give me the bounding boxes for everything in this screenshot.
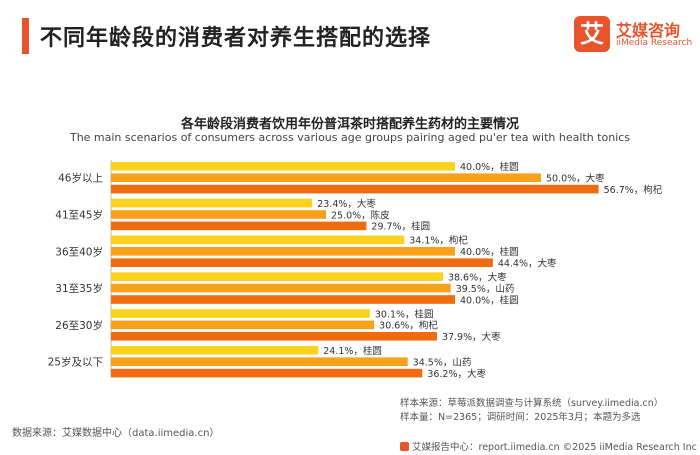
report-center-footer: 艾媒报告中心：report.iimedia.cn ©2025 iiMedia R… (400, 439, 697, 453)
bar (111, 272, 443, 281)
bar-value-label: 39.5%，山药 (456, 284, 515, 295)
bar-value-label: 40.0%，桂圆 (460, 294, 519, 306)
bar (111, 295, 455, 304)
bar (111, 173, 541, 182)
brand-logo: 艾 艾媒咨询 iiMedia Research (574, 16, 694, 56)
bar-value-label: 24.1%，桂圆 (323, 345, 382, 357)
title-accent-bar (22, 18, 29, 54)
logo-name-cn: 艾媒咨询 (616, 21, 681, 40)
sample-source-text: 样本来源：草莓派数据调查与计算系统（survey.iimedia.cn） (400, 398, 664, 409)
data-source-text: 数据来源：艾媒数据中心（data.iimedia.cn） (12, 428, 220, 439)
bar-value-label: 25.0%，陈皮 (331, 209, 390, 221)
logo-name-en: iiMedia Research (616, 38, 693, 48)
bar (111, 357, 408, 366)
bar-value-label: 56.7%，枸杞 (604, 184, 663, 196)
bar-value-label: 38.6%，大枣 (448, 272, 507, 284)
bar (111, 309, 370, 318)
bar-value-label: 36.2%，大枣 (427, 368, 486, 380)
sample-info-text: 样本量：N=2365；调研时间：2025年3月；本题为多选 (400, 412, 641, 423)
logo-mark-icon: 艾 (574, 16, 610, 52)
bar (111, 198, 313, 208)
bar-value-label: 40.0%，桂圆 (460, 246, 519, 258)
bar (111, 221, 367, 231)
bar (111, 368, 423, 378)
bar (111, 320, 375, 330)
bar (111, 235, 405, 245)
bar-value-label: 50.0%，大枣 (546, 173, 605, 185)
category-label: 25岁及以下 (48, 356, 103, 369)
chart-subtitle: The main scenarios of consumers across v… (69, 131, 631, 144)
bar (111, 184, 599, 194)
bar (111, 346, 319, 355)
bar-value-label: 23.4%，大枣 (317, 198, 376, 210)
bar (111, 332, 437, 341)
category-label: 46岁以上 (58, 172, 103, 185)
page-title: 不同年龄段的消费者对养生搭配的选择 (40, 26, 432, 51)
bar (111, 210, 326, 219)
bar-value-label: 40.0%，桂圆 (460, 161, 519, 173)
category-label: 31至35岁 (55, 282, 103, 295)
bar-value-label: 34.1%，枸杞 (409, 235, 468, 247)
report-center-text: 艾媒报告中心：report.iimedia.cn ©2025 iiMedia R… (412, 442, 697, 453)
report-logo-icon (400, 442, 409, 451)
chart-title: 各年龄段消费者饮用年份普洱茶时搭配养生药材的主要情况 (180, 117, 519, 132)
bar (111, 283, 451, 293)
bar (111, 162, 455, 171)
bar-value-label: 29.7%，桂圆 (371, 221, 430, 233)
category-label: 36至40岁 (55, 245, 103, 258)
bar-value-label: 44.4%，大枣 (498, 258, 557, 270)
bar-value-label: 30.1%，桂圆 (375, 308, 434, 320)
bar (111, 258, 493, 267)
bar-value-label: 30.6%，枸杞 (379, 320, 438, 332)
bar (111, 247, 455, 256)
bar-value-label: 34.5%，山药 (413, 358, 472, 369)
bar-value-label: 37.9%，大枣 (442, 331, 501, 343)
category-label: 41至45岁 (55, 209, 103, 222)
category-label: 26至30岁 (55, 319, 103, 332)
